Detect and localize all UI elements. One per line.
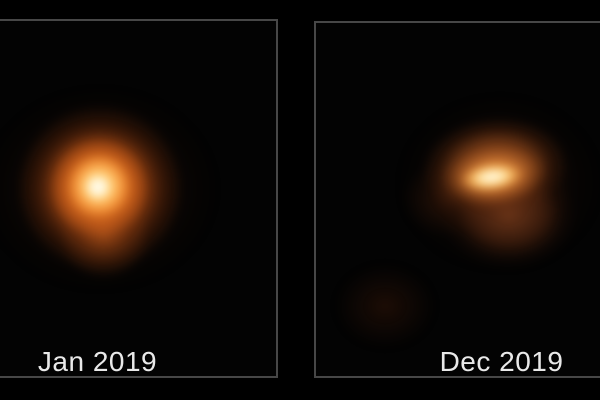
star-core (82, 171, 114, 203)
panel-label-jan-2019: Jan 2019 (37, 346, 158, 377)
star-dec-2019 (316, 23, 600, 376)
faint-background-smudge (335, 264, 435, 348)
panel-label-dec-2019: Dec 2019 (439, 346, 564, 377)
panel-dec-2019: Dec 2019 (314, 21, 600, 378)
panel-jan-2019: Jan 2019 (0, 19, 278, 378)
star-jan-2019 (0, 21, 276, 376)
